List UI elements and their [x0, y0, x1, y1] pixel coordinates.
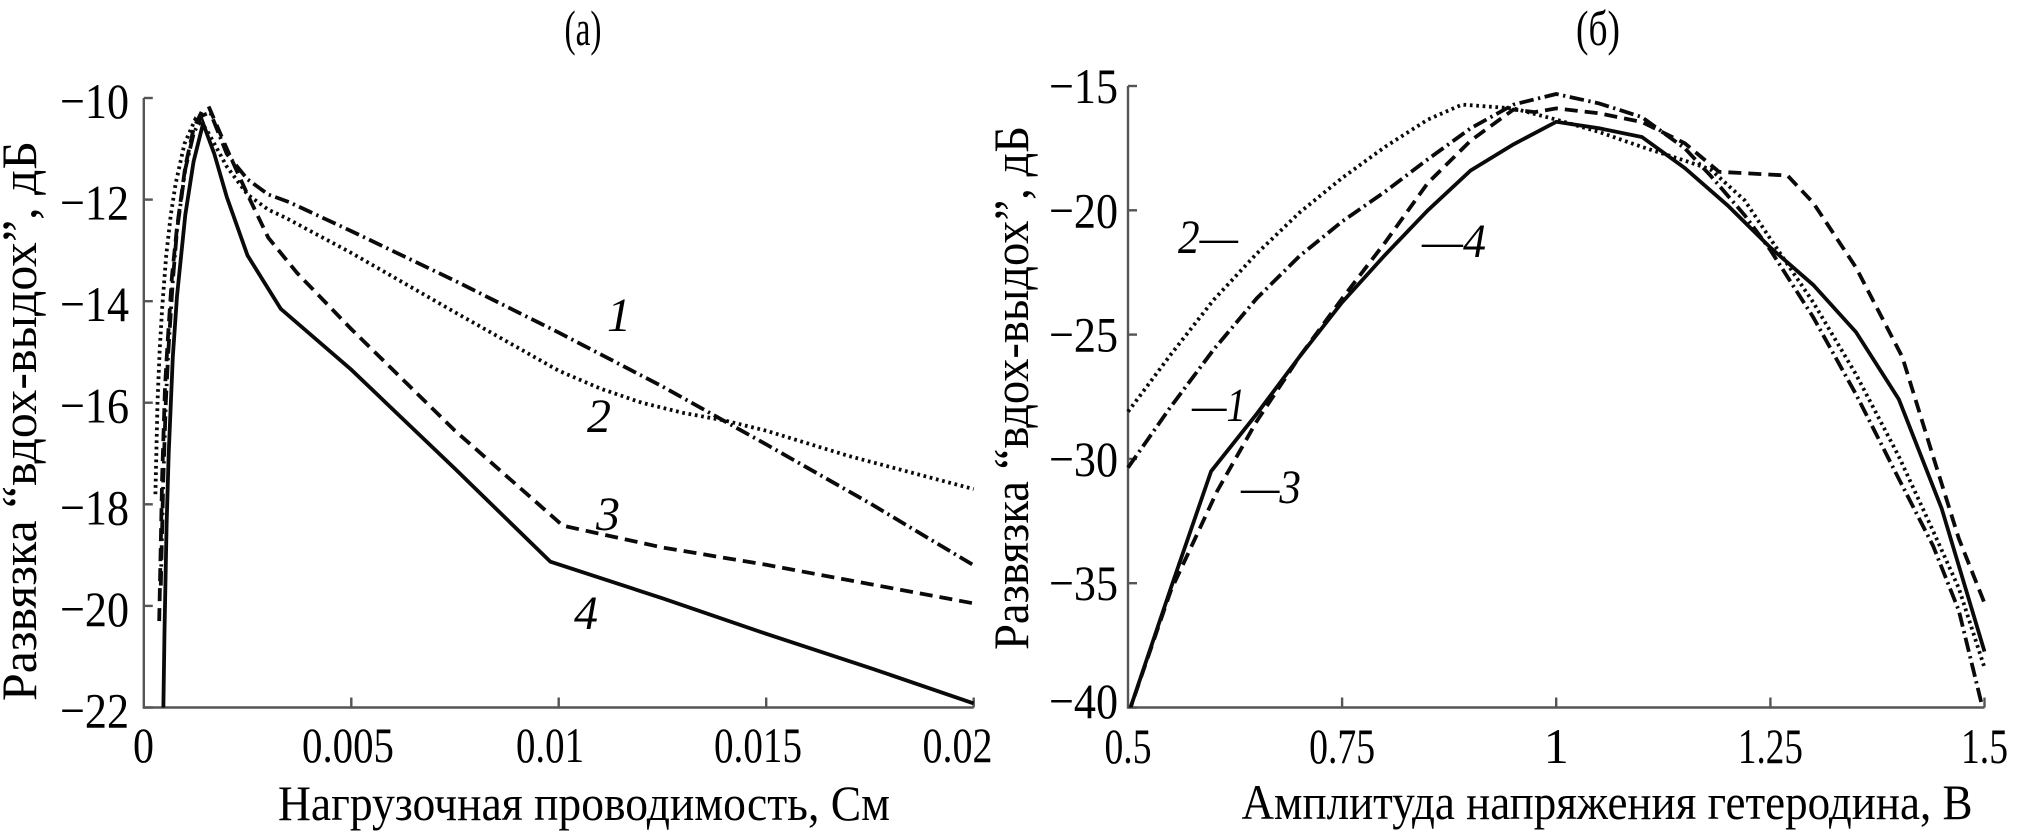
svg-text:Развязка “вдох-выдох”, дБ: Развязка “вдох-выдох”, дБ	[0, 141, 47, 701]
svg-text:−16: −16	[60, 378, 129, 434]
svg-text:−10: −10	[60, 73, 129, 129]
svg-text:1.5: 1.5	[1961, 718, 2008, 774]
svg-text:—1: —1	[1191, 379, 1246, 432]
svg-text:Развязка “вдох-выдох”, дБ: Развязка “вдох-выдох”, дБ	[983, 126, 1039, 650]
svg-text:2: 2	[587, 390, 611, 443]
svg-text:−25: −25	[1049, 307, 1118, 363]
svg-text:1: 1	[1544, 718, 1569, 774]
svg-text:−18: −18	[60, 479, 129, 535]
svg-text:3: 3	[595, 488, 620, 541]
svg-text:−30: −30	[1049, 431, 1118, 487]
svg-text:0.01: 0.01	[516, 717, 584, 773]
svg-text:−40: −40	[1049, 673, 1118, 729]
svg-text:—4: —4	[1421, 215, 1486, 268]
svg-text:−15: −15	[1049, 58, 1118, 114]
svg-text:0.005: 0.005	[302, 717, 394, 773]
svg-text:4: 4	[574, 587, 598, 640]
svg-text:1: 1	[607, 289, 631, 342]
svg-text:0.75: 0.75	[1309, 718, 1375, 774]
svg-text:0: 0	[133, 717, 154, 773]
svg-text:−35: −35	[1049, 555, 1118, 611]
svg-text:(а): (а)	[565, 0, 602, 56]
svg-text:0.02: 0.02	[923, 717, 993, 773]
svg-text:—3: —3	[1240, 461, 1301, 514]
svg-text:1.25: 1.25	[1738, 718, 1803, 774]
svg-text:0.5: 0.5	[1105, 718, 1152, 774]
svg-text:−20: −20	[1049, 182, 1118, 238]
svg-text:−20: −20	[60, 581, 129, 637]
svg-text:Амплитуда напряжения гетеродин: Амплитуда напряжения гетеродина, В	[1242, 774, 1973, 830]
svg-text:2—: 2—	[1178, 211, 1238, 264]
svg-text:−14: −14	[60, 276, 129, 332]
svg-text:−12: −12	[60, 175, 129, 231]
svg-text:(б): (б)	[1576, 0, 1620, 56]
svg-text:0.015: 0.015	[714, 717, 802, 773]
svg-text:Нагрузочная проводимость, См: Нагрузочная проводимость, См	[278, 775, 890, 831]
svg-text:−22: −22	[60, 683, 129, 739]
